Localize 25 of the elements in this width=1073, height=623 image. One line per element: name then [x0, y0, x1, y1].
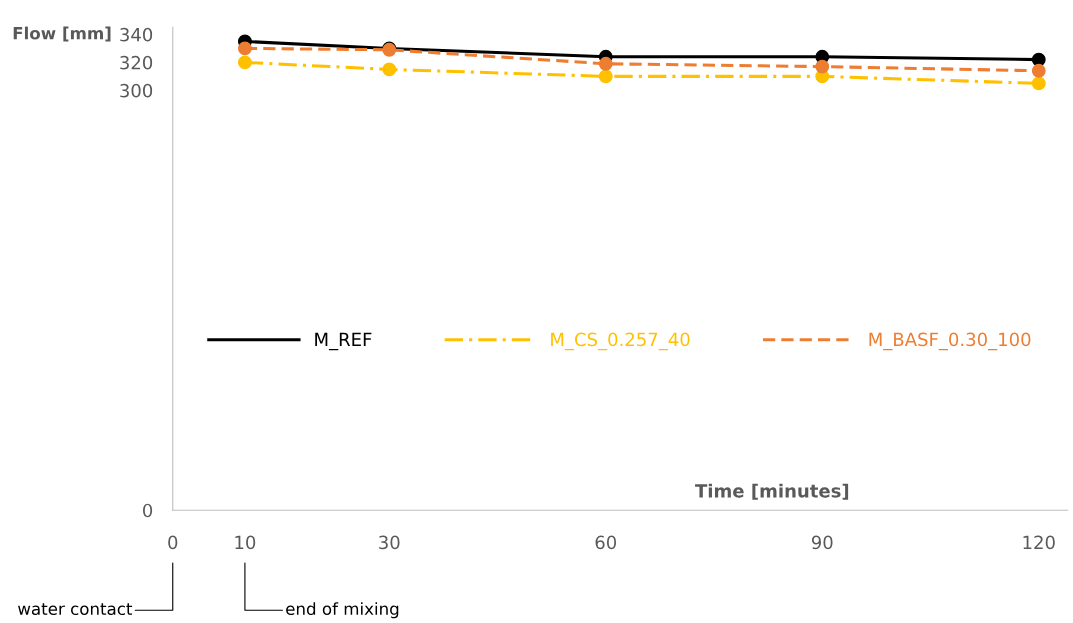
point: [815, 59, 830, 74]
y-tick-label: 0: [143, 503, 153, 518]
point: [382, 62, 397, 77]
legend-label: M_BASF_0.30_100: [869, 332, 1031, 351]
legend-label: M_CS_0.257_40: [551, 332, 690, 351]
y-axis-title: Flow [mm]: [13, 26, 111, 42]
legend-label: M_REF: [315, 332, 372, 351]
x-tick-label: 90: [811, 535, 833, 550]
text: water contact: [18, 603, 133, 616]
text: end of mixing: [286, 602, 399, 619]
point: [598, 69, 613, 84]
x-tick-label: 0: [168, 535, 178, 550]
x-tick-label: 60: [595, 535, 617, 550]
point: [237, 55, 252, 70]
point: [1031, 63, 1046, 78]
x-tick-label: 30: [379, 535, 400, 550]
y-tick-label: 340: [120, 27, 153, 42]
y-tick-label: 320: [120, 55, 153, 70]
y-tick-label: 300: [120, 83, 153, 98]
point: [598, 56, 613, 71]
x-tick-label: 120: [1023, 535, 1055, 550]
x-axis-title: Time [minutes]: [695, 483, 849, 500]
point: [1031, 76, 1046, 91]
x-tick-label: 10: [235, 535, 256, 550]
point: [237, 41, 252, 56]
